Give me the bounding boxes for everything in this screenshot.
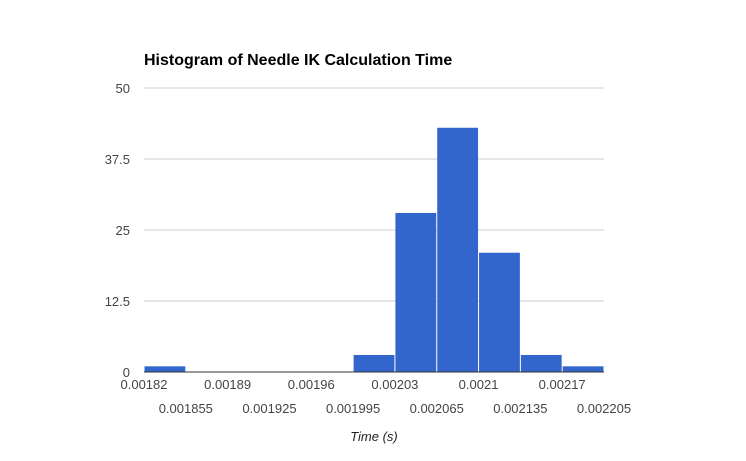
histogram-bar xyxy=(353,354,395,372)
y-tick-label: 12.5 xyxy=(105,294,130,309)
histogram-bar xyxy=(520,354,562,372)
x-tick-label: 0.00189 xyxy=(204,377,251,392)
histogram-bar xyxy=(437,127,479,372)
x-tick-label: 0.00217 xyxy=(539,377,586,392)
y-tick-label: 37.5 xyxy=(105,152,130,167)
histogram-bar xyxy=(562,366,604,372)
chart-title: Histogram of Needle IK Calculation Time xyxy=(144,52,452,69)
x-tick-label: 0.001925 xyxy=(242,401,296,416)
y-tick-label: 0 xyxy=(123,365,130,380)
y-tick-label: 50 xyxy=(116,81,130,96)
gridlines xyxy=(144,87,604,302)
x-tick-label: 0.002205 xyxy=(577,401,631,416)
x-tick-label: 0.0021 xyxy=(459,377,499,392)
histogram-bar xyxy=(144,366,186,372)
x-tick-label: 0.002135 xyxy=(493,401,547,416)
histogram-bar xyxy=(479,252,520,372)
x-tick-label: 0.002065 xyxy=(410,401,464,416)
histogram-bar xyxy=(395,212,437,372)
x-tick-label: 0.00196 xyxy=(288,377,335,392)
y-tick-labels: 0 12.5 25 37.5 50 xyxy=(105,81,130,380)
x-axis-title: Time (s) xyxy=(350,429,398,444)
x-tick-labels: 0.00182 0.00189 0.00196 0.00203 0.0021 0.0021… xyxy=(121,377,632,416)
x-tick-label: 0.00182 xyxy=(121,377,168,392)
x-tick-label: 0.00203 xyxy=(371,377,418,392)
y-tick-label: 25 xyxy=(116,223,130,238)
x-tick-label: 0.001995 xyxy=(326,401,380,416)
bars xyxy=(144,127,604,372)
x-tick-label: 0.001855 xyxy=(159,401,213,416)
